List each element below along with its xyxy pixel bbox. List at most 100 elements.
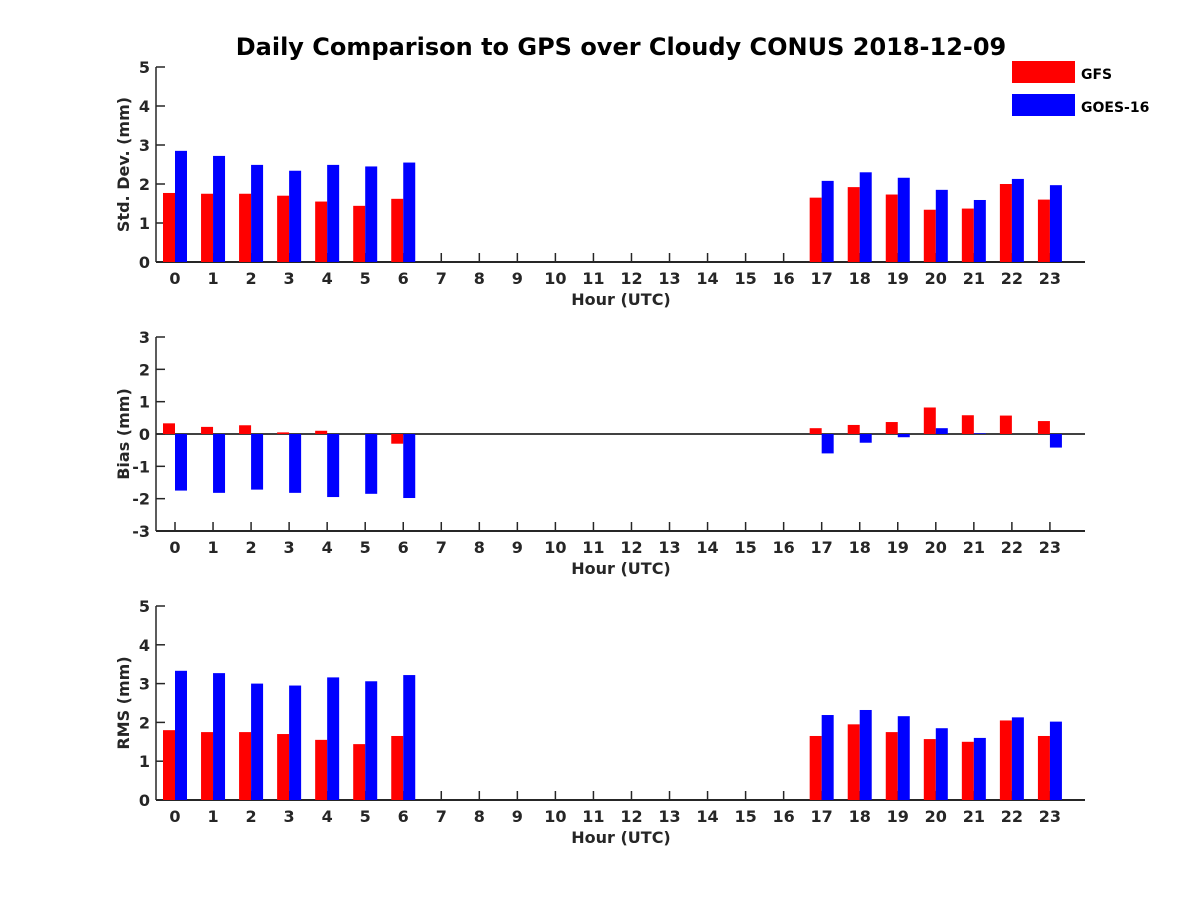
x-tick-label: 2 <box>246 269 257 288</box>
bar-goes16-bias-h5 <box>365 434 378 494</box>
bar-gfs-bias-h19 <box>885 422 898 434</box>
legend: GFS GOES-16 <box>1012 61 1149 116</box>
bar-gfs-std-dev-h22 <box>999 184 1012 262</box>
bar-gfs-rms-h2 <box>239 732 252 800</box>
legend-label-goes16: GOES-16 <box>1081 100 1149 116</box>
bar-gfs-std-dev-h19 <box>885 194 898 262</box>
bar-goes16-rms-h5 <box>365 681 378 800</box>
x-tick-label: 5 <box>360 269 371 288</box>
bar-gfs-std-dev-h23 <box>1037 199 1050 262</box>
bar-gfs-rms-h21 <box>961 741 974 800</box>
legend-swatch-goes16 <box>1012 94 1075 116</box>
bar-goes16-rms-h20 <box>935 728 948 800</box>
bar-goes16-rms-h1 <box>213 673 226 800</box>
x-tick-label: 5 <box>360 538 371 557</box>
y-axis-label: RMS (mm) <box>114 656 133 749</box>
bar-gfs-bias-h22 <box>999 415 1012 434</box>
bar-goes16-rms-h4 <box>327 677 340 800</box>
x-tick-label: 21 <box>963 269 985 288</box>
x-tick-label: 19 <box>887 807 909 826</box>
bar-gfs-rms-h20 <box>923 739 936 800</box>
bar-goes16-std-dev-h17 <box>821 180 834 262</box>
bar-goes16-bias-h23 <box>1049 434 1062 448</box>
bar-goes16-rms-h3 <box>289 685 302 800</box>
x-tick-label: 8 <box>474 269 485 288</box>
bar-goes16-bias-h18 <box>859 434 872 443</box>
bar-goes16-std-dev-h21 <box>973 199 986 262</box>
bar-gfs-rms-h0 <box>163 730 175 800</box>
bar-goes16-std-dev-h22 <box>1011 178 1024 262</box>
x-tick-label: 11 <box>582 807 604 826</box>
x-tick-label: 15 <box>734 538 756 557</box>
x-tick-label: 12 <box>620 269 642 288</box>
x-tick-label: 5 <box>360 807 371 826</box>
bar-goes16-rms-h23 <box>1049 721 1062 800</box>
bar-goes16-bias-h19 <box>897 434 910 438</box>
x-tick-label: 0 <box>169 538 180 557</box>
x-tick-label: 6 <box>398 807 409 826</box>
y-tick-label: 0 <box>139 253 150 272</box>
x-tick-label: 16 <box>773 538 795 557</box>
bar-goes16-rms-h18 <box>859 709 872 800</box>
y-tick-label: 1 <box>139 752 150 771</box>
bar-gfs-rms-h4 <box>315 739 328 800</box>
bar-goes16-bias-h6 <box>403 434 416 499</box>
bar-goes16-std-dev-h6 <box>403 162 416 262</box>
bar-goes16-bias-h17 <box>821 434 834 454</box>
y-tick-label: -2 <box>132 490 150 509</box>
bar-gfs-bias-h1 <box>201 426 214 434</box>
bar-gfs-std-dev-h21 <box>961 208 974 262</box>
x-tick-label: 8 <box>474 538 485 557</box>
bar-goes16-rms-h19 <box>897 716 910 800</box>
x-tick-label: 4 <box>322 269 333 288</box>
bar-gfs-std-dev-h0 <box>163 192 175 262</box>
y-tick-label: 0 <box>139 791 150 810</box>
x-tick-label: 23 <box>1039 807 1061 826</box>
x-tick-label: 14 <box>696 807 718 826</box>
bar-goes16-bias-h21 <box>973 433 986 434</box>
x-tick-label: 18 <box>849 807 871 826</box>
y-axis-label: Bias (mm) <box>114 388 133 480</box>
x-tick-label: 14 <box>696 538 718 557</box>
x-tick-label: 1 <box>207 807 218 826</box>
x-tick-label: 9 <box>512 807 523 826</box>
x-tick-label: 3 <box>284 807 295 826</box>
x-tick-label: 18 <box>849 538 871 557</box>
x-tick-label: 11 <box>582 269 604 288</box>
bar-goes16-std-dev-h3 <box>289 170 302 262</box>
bar-goes16-bias-h20 <box>935 428 948 434</box>
bar-gfs-rms-h6 <box>391 735 404 800</box>
bar-gfs-rms-h5 <box>353 744 366 800</box>
legend-label-gfs: GFS <box>1081 67 1112 83</box>
bar-goes16-rms-h17 <box>821 715 834 800</box>
x-tick-label: 20 <box>925 807 947 826</box>
bar-gfs-rms-h17 <box>809 735 822 800</box>
x-tick-label: 0 <box>169 269 180 288</box>
bar-goes16-rms-h0 <box>175 670 187 800</box>
y-tick-label: 0 <box>139 425 150 444</box>
bar-goes16-rms-h6 <box>403 675 416 800</box>
x-tick-label: 11 <box>582 538 604 557</box>
x-tick-label: 22 <box>1001 807 1023 826</box>
x-tick-label: 21 <box>963 538 985 557</box>
bar-goes16-std-dev-h4 <box>327 164 340 262</box>
x-tick-label: 18 <box>849 269 871 288</box>
bar-gfs-rms-h23 <box>1037 735 1050 800</box>
bar-gfs-std-dev-h4 <box>315 201 328 262</box>
x-tick-label: 17 <box>811 538 833 557</box>
bar-goes16-std-dev-h20 <box>935 189 948 262</box>
bar-gfs-bias-h21 <box>961 415 974 434</box>
bar-gfs-rms-h1 <box>201 732 214 800</box>
y-tick-label: -1 <box>132 457 150 476</box>
x-tick-label: 17 <box>811 807 833 826</box>
x-tick-label: 3 <box>284 538 295 557</box>
bar-goes16-rms-h2 <box>251 683 264 800</box>
x-tick-label: 12 <box>620 807 642 826</box>
y-tick-label: -3 <box>132 522 150 541</box>
bar-goes16-std-dev-h1 <box>213 155 226 262</box>
x-tick-label: 12 <box>620 538 642 557</box>
chart-title: Daily Comparison to GPS over Cloudy CONU… <box>236 33 1007 61</box>
